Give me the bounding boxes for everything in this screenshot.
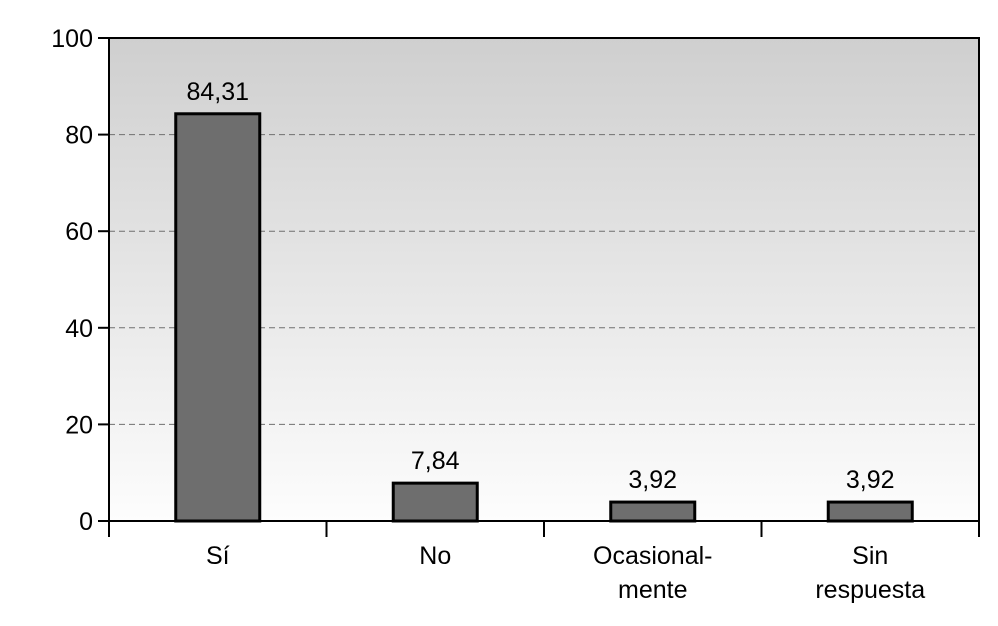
- bar: [609, 500, 697, 523]
- bar: [174, 112, 262, 523]
- y-tick-label: 60: [65, 218, 93, 246]
- data-label: 3,92: [846, 466, 895, 494]
- y-tick-label: 80: [65, 122, 93, 150]
- data-label: 84,31: [186, 78, 249, 106]
- bar: [826, 500, 914, 523]
- y-tick-label: 20: [65, 411, 93, 439]
- axes: [98, 37, 980, 537]
- x-category-label: Sí: [206, 542, 230, 570]
- bar: [391, 481, 479, 523]
- y-tick-label: 0: [79, 508, 93, 536]
- x-category-label: respuesta: [815, 576, 925, 604]
- x-category-label: mente: [618, 576, 687, 604]
- y-tick-label: 100: [51, 25, 93, 53]
- x-category-label: Sin: [852, 542, 888, 570]
- x-category-label: No: [419, 542, 451, 570]
- bars: [174, 112, 914, 523]
- y-tick-label: 40: [65, 315, 93, 343]
- data-label: 7,84: [411, 447, 460, 475]
- x-category-label: Ocasional-: [593, 542, 713, 570]
- labels: 0 20 40 60 80 100 84,31 Sí 7,84 No 3,92 Ocasional-m…: [51, 25, 925, 604]
- data-label: 3,92: [628, 466, 677, 494]
